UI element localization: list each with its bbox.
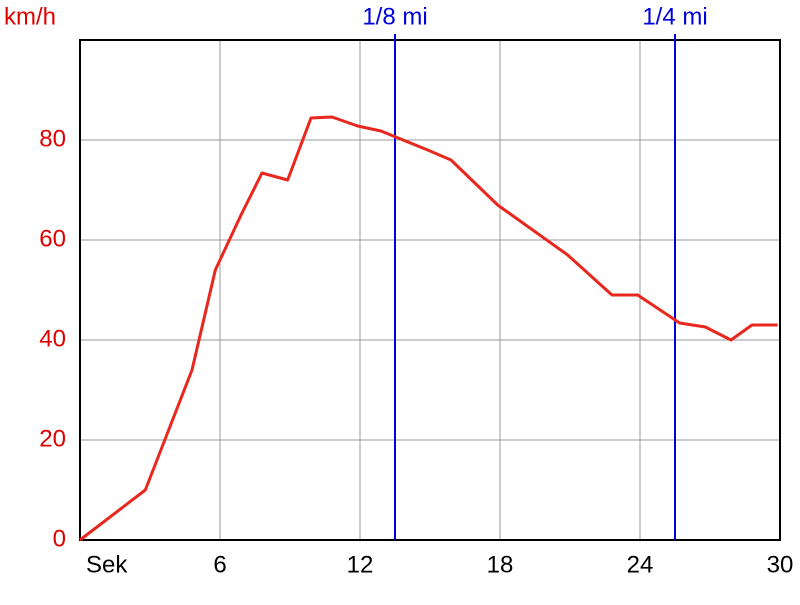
distance-label: 1/8 mi: [362, 3, 427, 30]
x-tick-label: 12: [347, 551, 374, 578]
x-tick-label: 6: [213, 551, 226, 578]
plot-border: [79, 39, 781, 541]
y-tick-label: 60: [39, 225, 66, 252]
line-series: [79, 115, 778, 542]
y-tick-label: 20: [39, 425, 66, 452]
x-tick-label: Sek: [86, 551, 128, 578]
x-tick-label: 24: [627, 551, 654, 578]
y-tick-label: 80: [39, 125, 66, 152]
y-axis-label: km/h: [4, 3, 56, 30]
x-tick-label: 18: [487, 551, 514, 578]
distance-label: 1/4 mi: [642, 3, 707, 30]
y-tick-label: 0: [53, 525, 66, 552]
x-tick-label: 30: [767, 551, 794, 578]
y-tick-label: 40: [39, 325, 66, 352]
